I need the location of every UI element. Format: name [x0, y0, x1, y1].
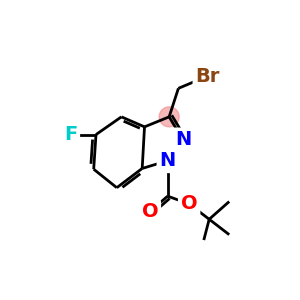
Text: N: N	[175, 130, 191, 149]
Circle shape	[174, 131, 192, 149]
Text: O: O	[142, 202, 158, 221]
Text: N: N	[160, 151, 176, 170]
Circle shape	[159, 107, 179, 127]
Text: Br: Br	[196, 67, 220, 85]
Text: O: O	[181, 194, 197, 213]
Text: F: F	[64, 125, 77, 144]
